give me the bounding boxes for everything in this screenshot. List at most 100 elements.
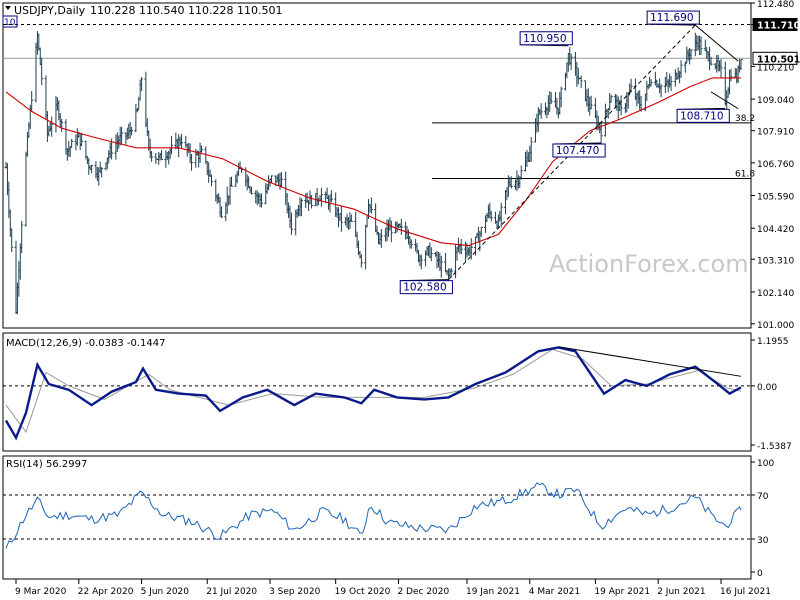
price-tick-10: 101.000 bbox=[757, 321, 794, 331]
price-panel bbox=[2, 2, 752, 329]
macd-layer bbox=[3, 346, 751, 441]
annotation-label-1: 110.950 bbox=[523, 33, 566, 45]
ohlc-bar bbox=[359, 254, 363, 268]
ohlc-bar bbox=[80, 133, 84, 147]
current-price-tag-box bbox=[752, 51, 798, 65]
price-tick-3: 109.040 bbox=[757, 96, 794, 106]
ohlc-bar bbox=[279, 171, 283, 187]
price-tick-4: 107.910 bbox=[757, 128, 794, 138]
ohlc-bar bbox=[389, 220, 393, 243]
ohlc-bar bbox=[499, 202, 503, 228]
watermark: ActionForex.com bbox=[549, 250, 749, 278]
macd-label: MACD(12,26,9) -0.0383 -0.1447 bbox=[6, 338, 166, 349]
price-tick-6: 105.590 bbox=[757, 193, 794, 203]
price-tick-5: 106.760 bbox=[757, 160, 794, 170]
macd-tick-0: 1.1955 bbox=[757, 337, 789, 347]
ohlc-bar bbox=[449, 268, 453, 278]
ohlc-bar bbox=[229, 176, 233, 187]
x-tick-0: 9 Mar 2020 bbox=[15, 587, 67, 597]
x-tick-5: 19 Oct 2020 bbox=[335, 587, 391, 597]
price-layer: 38.2 61.8 111.690 110.950 108.710 107.470 102.… bbox=[3, 10, 755, 315]
rsi-layer bbox=[3, 482, 751, 549]
price-tick-7: 104.420 bbox=[757, 225, 794, 235]
ohlc-bar bbox=[689, 49, 693, 60]
ohlc-bar bbox=[629, 78, 633, 93]
chart-header-ohlc: 110.228 110.540 110.228 110.501 bbox=[90, 4, 282, 17]
ohlc-bar bbox=[140, 77, 144, 92]
rsi-tick-1: 70 bbox=[757, 492, 769, 502]
ohlc-bar bbox=[519, 165, 523, 180]
ohlc-bar bbox=[30, 91, 34, 111]
x-tick-4: 3 Sep 2020 bbox=[269, 587, 321, 597]
annotation-box-3 bbox=[552, 143, 606, 158]
rsi-tick-3: 0 bbox=[757, 569, 763, 579]
price-axis: 112.480 111.710 110.210 109.040 107.910 106.7… bbox=[751, 0, 800, 331]
ohlc-bar bbox=[100, 167, 104, 178]
rsi-line bbox=[5, 482, 742, 549]
corner-tag-box bbox=[2, 15, 18, 28]
resistance-tag: 111.710 bbox=[757, 21, 800, 32]
ohlc-bar bbox=[469, 238, 473, 260]
ohlc-bar bbox=[739, 58, 743, 71]
ohlc-bar bbox=[429, 247, 433, 262]
ohlc-bar bbox=[180, 133, 184, 150]
macd-trendline bbox=[558, 346, 742, 377]
ohlc-bar bbox=[489, 210, 493, 222]
ohlc-bar bbox=[90, 164, 94, 174]
x-axis: 9 Mar 2020 22 Apr 2020 5 Jun 2020 21 Jul 20… bbox=[15, 579, 771, 597]
fib-label-1: 61.8 bbox=[735, 169, 755, 179]
ohlc-bar bbox=[699, 36, 703, 55]
ohlc-bar bbox=[309, 195, 313, 209]
ohlc-bar bbox=[679, 60, 683, 78]
ohlc-bar bbox=[479, 226, 483, 237]
ohlc-bar bbox=[369, 197, 373, 214]
corner-tag: 10 bbox=[4, 18, 16, 28]
ohlc-bar bbox=[379, 228, 383, 248]
rsi-panel bbox=[2, 455, 752, 580]
ohlc-bar bbox=[70, 138, 74, 148]
x-tick-1: 22 Apr 2020 bbox=[78, 587, 134, 597]
ohlc-bar bbox=[200, 145, 204, 153]
annotation-label-4: 102.580 bbox=[403, 282, 446, 294]
annotation-label-3: 107.470 bbox=[556, 145, 599, 157]
ohlc-bar bbox=[150, 150, 154, 162]
ohlc-bar bbox=[409, 239, 413, 249]
ohlc-bar bbox=[649, 79, 653, 87]
annotation-label-2: 108.710 bbox=[680, 110, 723, 122]
price-tick-9: 102.140 bbox=[757, 289, 794, 299]
header-arrow-icon bbox=[5, 6, 11, 10]
ohlc-bar bbox=[210, 174, 214, 187]
price-trendline-2 bbox=[710, 91, 739, 110]
chart-header-symbol: USDJPY,Daily bbox=[14, 4, 86, 17]
ohlc-bar bbox=[509, 176, 513, 189]
rsi-tick-0: 100 bbox=[757, 459, 774, 469]
x-tick-8: 4 Mar 2021 bbox=[529, 587, 580, 597]
macd-panel bbox=[2, 332, 752, 452]
ohlc-bar bbox=[170, 136, 174, 155]
ohlc-bar bbox=[589, 95, 593, 110]
price-tick-2: 110.210 bbox=[757, 63, 794, 73]
ohlc-bar bbox=[190, 153, 194, 171]
price-trendline-1 bbox=[695, 24, 739, 62]
ohlc-bar bbox=[120, 126, 124, 144]
ohlc-bar bbox=[259, 193, 263, 208]
annotation-box-4 bbox=[399, 280, 453, 295]
ohlc-bar bbox=[10, 228, 14, 253]
ohlc-bar bbox=[339, 205, 343, 232]
ohlc-bar bbox=[399, 218, 403, 235]
x-tick-2: 5 Jun 2020 bbox=[141, 587, 190, 597]
ohlc-bar bbox=[619, 95, 623, 116]
ohlc-bar bbox=[20, 220, 24, 254]
ohlc-bar bbox=[439, 255, 443, 278]
ohlc-bar bbox=[160, 150, 164, 161]
ohlc-bar bbox=[549, 92, 553, 104]
ohlc-bar bbox=[50, 116, 54, 137]
ohlc-bar bbox=[269, 175, 273, 184]
ohlc-bar bbox=[659, 84, 663, 98]
annotation-box-2 bbox=[676, 108, 730, 123]
macd-tick-2: -1.5387 bbox=[757, 442, 792, 452]
ohlc-bar bbox=[709, 56, 713, 66]
price-tick-0: 112.480 bbox=[757, 0, 794, 10]
ohlc-bar bbox=[719, 58, 723, 78]
ohlc-bar bbox=[60, 118, 64, 133]
